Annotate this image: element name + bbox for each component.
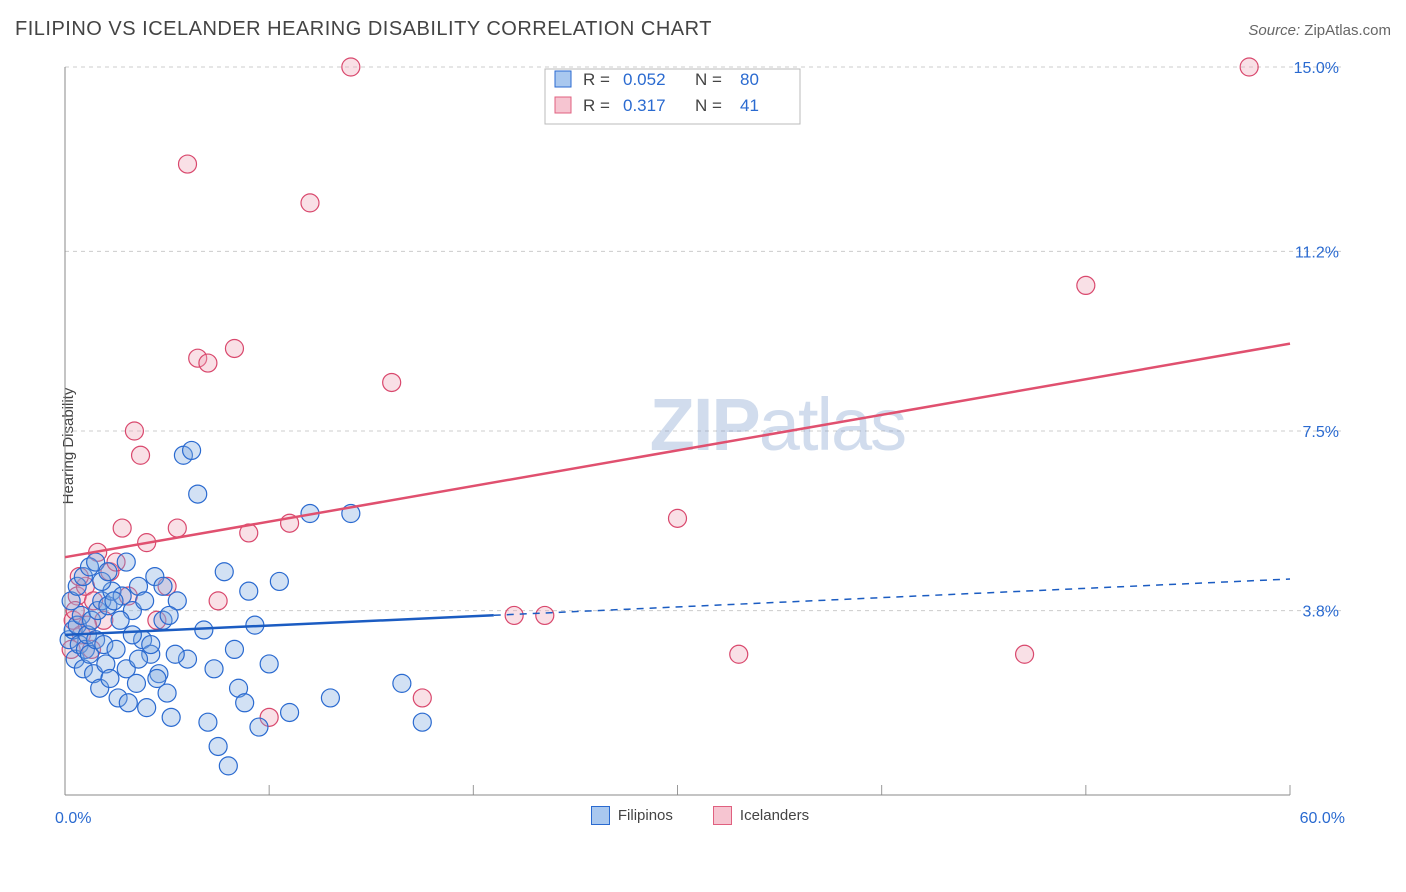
scatter-dot (162, 708, 180, 726)
legend-r-label: R = (583, 70, 610, 89)
watermark: ZIPatlas (650, 383, 905, 466)
scatter-dot (117, 553, 135, 571)
scatter-dot (199, 713, 217, 731)
x-axis-max-label: 60.0% (1300, 810, 1345, 828)
scatter-dot (413, 689, 431, 707)
scatter-dot (142, 636, 160, 654)
scatter-dot (669, 509, 687, 527)
scatter-dot (219, 757, 237, 775)
x-axis-legend: 0.0% Filipinos Icelanders 60.0% (55, 800, 1345, 830)
scatter-dot (505, 606, 523, 624)
scatter-dot (240, 582, 258, 600)
scatter-dot (119, 694, 137, 712)
chart-svg: 3.8% 7.5% 11.2% 15.0% ZIPatlas R = 0.052 N = 80 R… (55, 55, 1345, 800)
scatter-dot (168, 519, 186, 537)
scatter-dot (321, 689, 339, 707)
legend-n-value: 80 (740, 70, 759, 89)
scatter-dot (342, 58, 360, 76)
scatter-dot (130, 650, 148, 668)
scatter-dot (113, 519, 131, 537)
scatter-dot (166, 645, 184, 663)
scatter-dot (209, 592, 227, 610)
scatter-dot (209, 737, 227, 755)
scatter-dot (730, 645, 748, 663)
scatter-dot (132, 446, 150, 464)
scatter-dot (205, 660, 223, 678)
legend-item-icelanders: Icelanders (713, 806, 809, 825)
scatter-dot (236, 694, 254, 712)
scatter-dot (260, 655, 278, 673)
y-tick-label: 7.5% (1303, 424, 1339, 441)
x-axis-min-label: 0.0% (55, 810, 91, 828)
scatter-dot (281, 703, 299, 721)
scatter-dot (138, 699, 156, 717)
scatter-dot (250, 718, 268, 736)
legend-n-value: 41 (740, 96, 759, 115)
scatter-dot (383, 373, 401, 391)
plot-area: 3.8% 7.5% 11.2% 15.0% ZIPatlas R = 0.052 N = 80 R… (55, 55, 1345, 830)
scatter-dot (1077, 276, 1095, 294)
scatter-dot (1016, 645, 1034, 663)
scatter-dot (199, 354, 217, 372)
legend-n-label: N = (695, 70, 722, 89)
scatter-dot (215, 563, 233, 581)
scatter-dot (107, 640, 125, 658)
scatter-dot (189, 485, 207, 503)
y-tick-label: 15.0% (1294, 60, 1339, 77)
scatter-dot (225, 339, 243, 357)
chart-title: FILIPINO VS ICELANDER HEARING DISABILITY… (15, 18, 712, 41)
scatter-dot (123, 626, 141, 644)
source-credit: Source: ZipAtlas.com (1248, 22, 1391, 39)
scatter-dot (111, 611, 129, 629)
legend-r-label: R = (583, 96, 610, 115)
scatter-dot (99, 563, 117, 581)
scatter-dot (183, 441, 201, 459)
legend-n-label: N = (695, 96, 722, 115)
legend-swatch-icon (555, 97, 571, 113)
legend-item-filipinos: Filipinos (591, 806, 673, 825)
scatter-dot (413, 713, 431, 731)
legend-r-value: 0.052 (623, 70, 666, 89)
scatter-dot (154, 577, 172, 595)
source-label: Source: (1248, 22, 1300, 39)
scatter-dot (160, 606, 178, 624)
scatter-dot (125, 422, 143, 440)
source-name: ZipAtlas.com (1304, 22, 1391, 39)
scatter-dot (1240, 58, 1258, 76)
swatch-filipinos-icon (591, 806, 610, 825)
y-tick-label: 3.8% (1303, 604, 1339, 621)
scatter-dot (301, 194, 319, 212)
scatter-dot (536, 606, 554, 624)
scatter-dot (393, 674, 411, 692)
legend-label-icelanders: Icelanders (740, 807, 809, 824)
title-bar: FILIPINO VS ICELANDER HEARING DISABILITY… (15, 18, 1391, 41)
scatter-dot (136, 592, 154, 610)
scatter-dot (127, 674, 145, 692)
scatter-dot (148, 670, 166, 688)
swatch-icelanders-icon (713, 806, 732, 825)
trend-line-extrapolated (494, 579, 1290, 615)
legend-label-filipinos: Filipinos (618, 807, 673, 824)
scatter-dot (225, 640, 243, 658)
scatter-dot (101, 670, 119, 688)
scatter-dot (179, 155, 197, 173)
scatter-dot (105, 592, 123, 610)
scatter-dot (270, 572, 288, 590)
legend-r-value: 0.317 (623, 96, 666, 115)
y-tick-label: 11.2% (1295, 244, 1339, 261)
legend-swatch-icon (555, 71, 571, 87)
